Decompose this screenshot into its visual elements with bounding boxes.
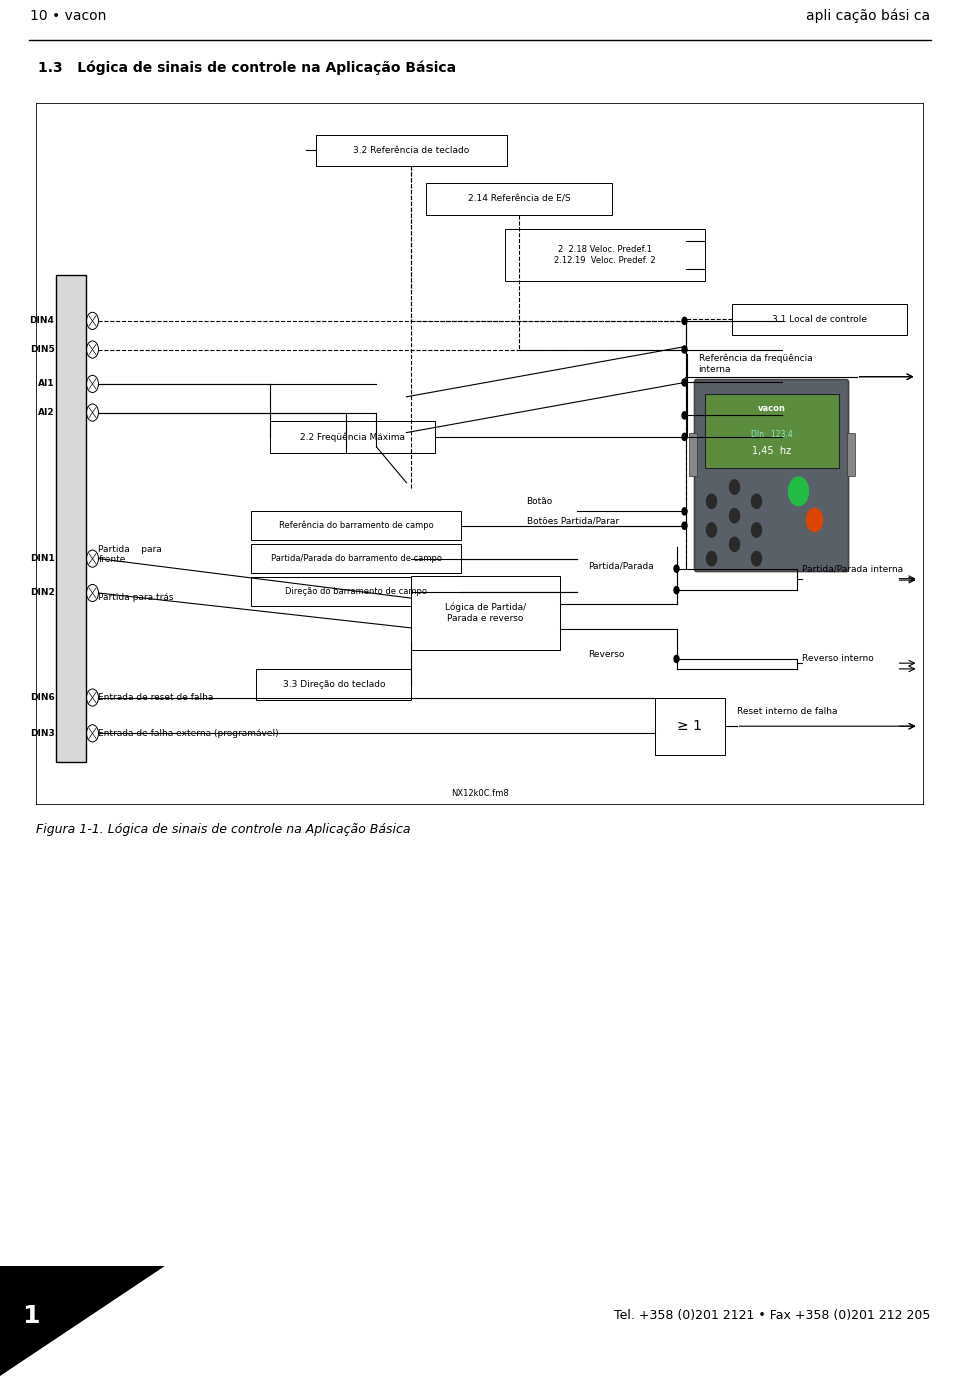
Circle shape — [682, 378, 687, 387]
Text: DIN4: DIN4 — [30, 316, 55, 325]
Text: Tel. +358 (0)201 2121 • Fax +358 (0)201 212 205: Tel. +358 (0)201 2121 • Fax +358 (0)201 … — [613, 1310, 930, 1322]
Text: Entrada de falha externa (programável): Entrada de falha externa (programável) — [99, 729, 279, 738]
Text: Entrada de reset de falha: Entrada de reset de falha — [99, 694, 214, 702]
Text: ≥ 1: ≥ 1 — [677, 720, 702, 733]
Bar — [705, 394, 838, 468]
Bar — [732, 304, 906, 336]
Text: DIN6: DIN6 — [30, 694, 55, 702]
Text: Dln   123.4: Dln 123.4 — [751, 429, 792, 439]
Text: 1: 1 — [22, 1304, 39, 1328]
Bar — [847, 432, 854, 476]
Circle shape — [682, 318, 687, 325]
Circle shape — [674, 566, 679, 572]
Text: Partida/Parada interna: Partida/Parada interna — [802, 564, 902, 574]
Circle shape — [707, 552, 716, 566]
Circle shape — [730, 480, 739, 494]
Circle shape — [730, 537, 739, 552]
Text: 3.3 Direção do teclado: 3.3 Direção do teclado — [283, 680, 385, 689]
Circle shape — [674, 586, 679, 593]
Text: 2.2 Freqüência Máxima: 2.2 Freqüência Máxima — [300, 432, 405, 442]
Text: 3.2 Referência de teclado: 3.2 Referência de teclado — [353, 146, 469, 155]
Text: DIN3: DIN3 — [30, 729, 55, 738]
Circle shape — [682, 433, 687, 440]
Bar — [688, 432, 697, 476]
Polygon shape — [0, 1266, 165, 1376]
Circle shape — [682, 508, 687, 515]
Bar — [252, 545, 462, 572]
Text: Reset interno de falha: Reset interno de falha — [736, 707, 837, 717]
Text: Lógica de Partida/
Parada e reverso: Lógica de Partida/ Parada e reverso — [444, 603, 526, 623]
Text: NX12k0C.fm8: NX12k0C.fm8 — [451, 788, 509, 798]
Text: 2  2.18 Veloc. Predef.1
2.12.19  Veloc. Predef. 2: 2 2.18 Veloc. Predef.1 2.12.19 Veloc. Pr… — [554, 245, 656, 266]
Text: 10 • vacon: 10 • vacon — [30, 8, 107, 22]
Text: Direção do barramento de campo: Direção do barramento de campo — [285, 588, 427, 596]
Text: DIN5: DIN5 — [30, 345, 55, 354]
Bar — [317, 135, 507, 166]
Circle shape — [682, 522, 687, 530]
Bar — [412, 575, 560, 651]
Text: 1.3   Lógica de sinais de controle na Aplicação Básica: 1.3 Lógica de sinais de controle na Apli… — [38, 61, 456, 74]
Text: DIN1: DIN1 — [30, 555, 55, 563]
Circle shape — [752, 494, 761, 509]
Text: Reverso interno: Reverso interno — [802, 655, 874, 663]
Text: Referência do barramento de campo: Referência do barramento de campo — [279, 522, 434, 530]
Text: DIN2: DIN2 — [30, 589, 55, 597]
Circle shape — [674, 655, 679, 662]
Text: Partida/Parada: Partida/Parada — [588, 561, 655, 570]
Text: AI2: AI2 — [37, 409, 55, 417]
Bar — [252, 512, 462, 539]
Text: apli cação bási ca: apli cação bási ca — [805, 8, 930, 23]
Text: vacon: vacon — [757, 403, 785, 413]
Bar — [655, 698, 725, 755]
Text: 2.14 Referência de E/S: 2.14 Referência de E/S — [468, 194, 570, 204]
Circle shape — [806, 509, 823, 531]
Text: 3.1 Local de controle: 3.1 Local de controle — [772, 315, 867, 323]
Text: Reverso: Reverso — [588, 649, 625, 659]
Text: Partida para trás: Partida para trás — [99, 593, 174, 601]
FancyBboxPatch shape — [694, 380, 849, 571]
Circle shape — [707, 494, 716, 509]
Text: Botões Partida/Parar: Botões Partida/Parar — [526, 517, 618, 526]
Bar — [271, 421, 436, 453]
Circle shape — [752, 552, 761, 566]
Bar — [57, 275, 86, 762]
Circle shape — [730, 509, 739, 523]
Text: 1,45  hz: 1,45 hz — [752, 446, 791, 457]
Bar — [252, 578, 462, 605]
Text: Partida    para
frente: Partida para frente — [99, 545, 162, 564]
Bar — [426, 183, 612, 215]
Circle shape — [707, 523, 716, 537]
Circle shape — [788, 477, 808, 505]
Text: Botão: Botão — [526, 497, 553, 506]
Bar — [256, 669, 412, 700]
Bar — [505, 230, 705, 281]
Circle shape — [752, 523, 761, 537]
Text: AI1: AI1 — [37, 380, 55, 388]
Circle shape — [682, 411, 687, 420]
Text: Referência da freqüência
interna: Referência da freqüência interna — [699, 354, 812, 374]
Text: Partida/Parada do barramento de campo: Partida/Parada do barramento de campo — [271, 555, 442, 563]
Circle shape — [682, 345, 687, 354]
Text: Figura 1-1. Lógica de sinais de controle na Aplicação Básica: Figura 1-1. Lógica de sinais de controle… — [36, 823, 411, 835]
